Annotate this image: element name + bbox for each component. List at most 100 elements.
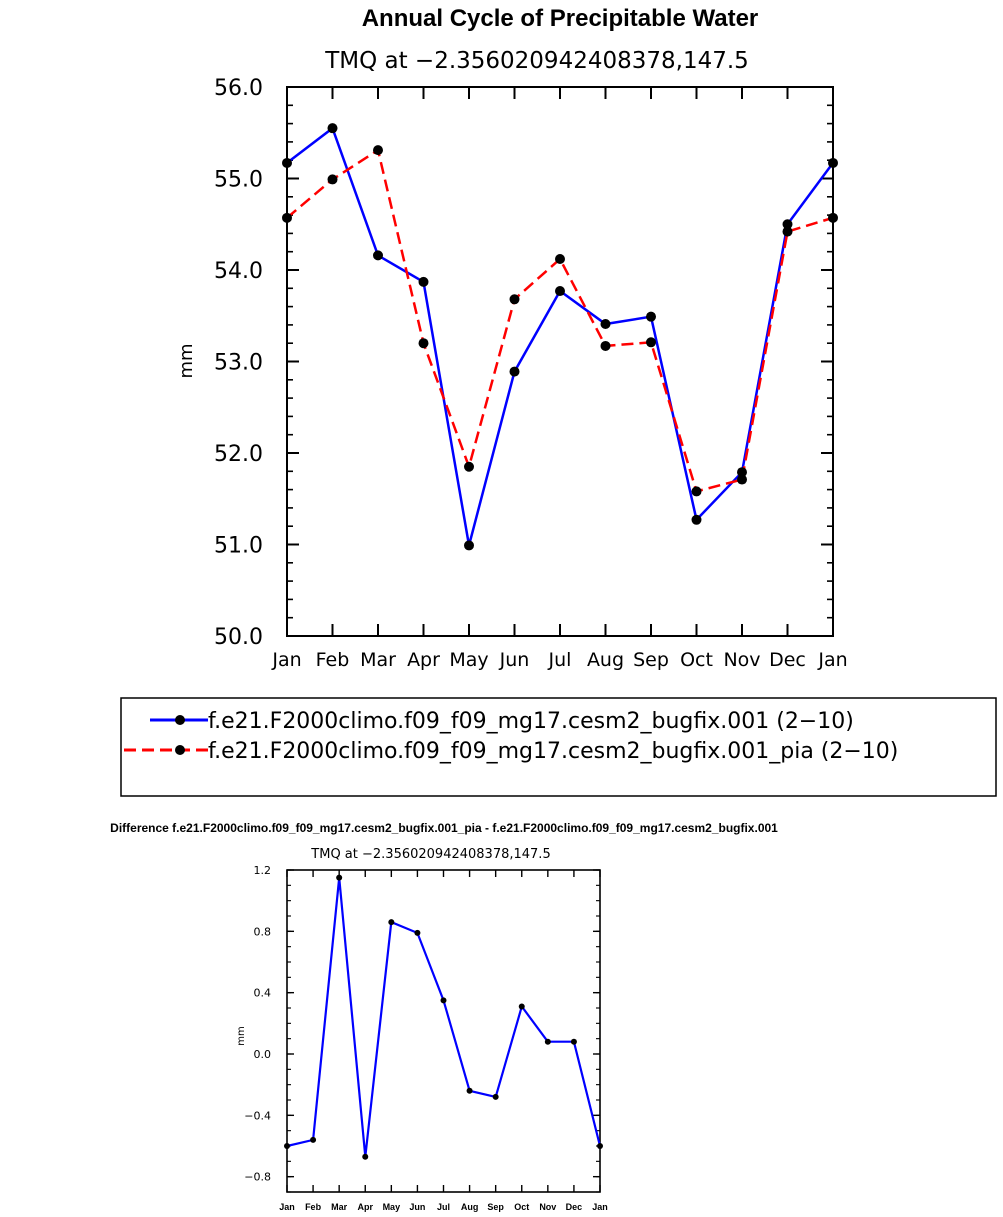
x-tick-label: Sep xyxy=(633,649,669,671)
x-tick-label: Jan xyxy=(271,649,301,671)
x-tick-label: Dec xyxy=(566,1202,583,1212)
series-2-point xyxy=(646,337,656,348)
series-line-1 xyxy=(286,126,835,546)
legend-marker-2 xyxy=(175,745,185,755)
x-tick-label: Apr xyxy=(407,649,440,671)
series-1-point xyxy=(466,1087,473,1094)
x-tick-label: Oct xyxy=(680,649,713,671)
x-tick-label: Dec xyxy=(769,649,806,671)
y-tick-label: −0.8 xyxy=(244,1171,271,1184)
series-1-point xyxy=(509,366,520,377)
x-tick-label: Aug xyxy=(587,649,624,671)
series-2-point xyxy=(691,486,702,497)
y-tick-label: 54.0 xyxy=(214,259,263,284)
series-1-point xyxy=(555,286,565,297)
chart1-ylabel: mm xyxy=(176,343,197,378)
series-2-point xyxy=(737,474,747,485)
chart2-x-tick-labels: Jan Feb Mar Apr May Jun Jul Aug Sep Oct Nov Dec Jan xyxy=(279,1202,608,1212)
series-1-point xyxy=(737,467,747,478)
series-line-1 xyxy=(286,877,602,1157)
series-1-point xyxy=(597,1143,603,1149)
legend-label-1: f.e21.F2000climo.f09_f09_mg17.cesm2_bugf… xyxy=(208,709,854,734)
series-1-point xyxy=(828,157,838,168)
chart1-subtitle: TMQ at −2.356020942408378,147.5 xyxy=(324,48,749,74)
series-1-point xyxy=(414,929,421,936)
x-tick-label: Jan xyxy=(592,1202,608,1212)
series-1-point xyxy=(327,123,338,134)
x-tick-label: Sep xyxy=(487,1202,504,1212)
series-2-point xyxy=(418,338,429,349)
x-tick-label: Mar xyxy=(360,649,396,671)
series-2-point xyxy=(600,340,611,351)
x-tick-label: Feb xyxy=(316,649,350,671)
series-2-point xyxy=(373,145,383,156)
y-tick-label: 50.0 xyxy=(214,625,263,650)
chart1-plot-frame xyxy=(286,86,834,637)
chart1-ticks xyxy=(286,86,834,637)
x-tick-label: Jun xyxy=(499,649,530,671)
series-line-2 xyxy=(286,148,834,493)
x-tick-label: Apr xyxy=(358,1202,374,1212)
chart1-x-tick-labels: Jan Feb Mar Apr May Jun Jul Aug Sep Oct Nov Dec Jan xyxy=(271,649,847,671)
x-tick-label: Jan xyxy=(279,1202,295,1212)
series-1-point xyxy=(691,514,702,525)
series-1-point xyxy=(282,157,292,168)
chart2-y-tick-labels: −0.8 −0.4 0.0 0.4 0.8 1.2 xyxy=(244,864,271,1184)
x-tick-label: Jan xyxy=(817,649,847,671)
x-tick-label: Oct xyxy=(514,1202,529,1212)
chart2-subtitle: TMQ at −2.356020942408378,147.5 xyxy=(310,847,550,862)
chart1-y-tick-labels: 50.0 51.0 52.0 53.0 54.0 55.0 56.0 xyxy=(214,76,263,650)
series-2-point xyxy=(464,461,474,472)
series-2-point xyxy=(327,174,338,185)
x-tick-label: May xyxy=(449,649,488,671)
series-2-point xyxy=(555,254,565,265)
series-2-point xyxy=(282,212,292,223)
chart2-title: Difference f.e21.F2000climo.f09_f09_mg17… xyxy=(110,821,778,835)
y-tick-label: 0.8 xyxy=(254,925,272,938)
x-tick-label: Jun xyxy=(409,1202,425,1212)
series-1-point xyxy=(464,540,474,551)
chart1-legend: f.e21.F2000climo.f09_f09_mg17.cesm2_bugf… xyxy=(120,697,997,797)
chart1-series xyxy=(282,123,838,551)
series-2-point xyxy=(782,226,793,237)
series-1-point xyxy=(440,997,447,1004)
legend-box xyxy=(120,697,997,797)
series-1-point xyxy=(388,919,395,926)
series-1-point xyxy=(600,318,611,329)
series-1-point xyxy=(544,1038,551,1045)
x-tick-label: Jul xyxy=(437,1202,450,1212)
difference-chart: Difference f.e21.F2000climo.f09_f09_mg17… xyxy=(110,821,778,1212)
y-tick-label: 56.0 xyxy=(214,76,263,101)
x-tick-label: Jul xyxy=(548,649,572,671)
series-1-point xyxy=(284,1143,290,1149)
x-tick-label: Aug xyxy=(461,1202,479,1212)
series-1-point xyxy=(362,1153,369,1160)
legend-marker-1 xyxy=(175,715,185,725)
series-1-point xyxy=(373,250,383,261)
series-1-point xyxy=(518,1003,525,1010)
series-1-point xyxy=(310,1136,317,1143)
series-1-point xyxy=(336,874,343,881)
y-tick-label: 55.0 xyxy=(214,167,263,192)
series-1-point xyxy=(646,311,656,322)
y-tick-label: 1.2 xyxy=(254,864,272,877)
y-tick-label: 52.0 xyxy=(214,442,263,467)
chart1-title: Annual Cycle of Precipitable Water xyxy=(362,5,759,32)
chart2-ticks xyxy=(286,869,601,1193)
series-1-point xyxy=(492,1093,499,1100)
series-1-point xyxy=(570,1038,577,1045)
x-tick-label: May xyxy=(383,1202,401,1212)
x-tick-label: Feb xyxy=(305,1202,322,1212)
series-1-point xyxy=(782,219,793,230)
x-tick-label: Nov xyxy=(723,649,760,671)
legend-label-2: f.e21.F2000climo.f09_f09_mg17.cesm2_bugf… xyxy=(208,739,898,764)
x-tick-label: Mar xyxy=(331,1202,348,1212)
chart2-plot-frame xyxy=(286,869,601,1193)
y-tick-label: 0.4 xyxy=(254,987,272,1000)
y-tick-label: 0.0 xyxy=(254,1048,272,1061)
series-1-point xyxy=(418,276,429,287)
y-tick-label: 53.0 xyxy=(214,350,263,375)
series-2-point xyxy=(828,212,838,223)
series-2-point xyxy=(509,294,520,305)
